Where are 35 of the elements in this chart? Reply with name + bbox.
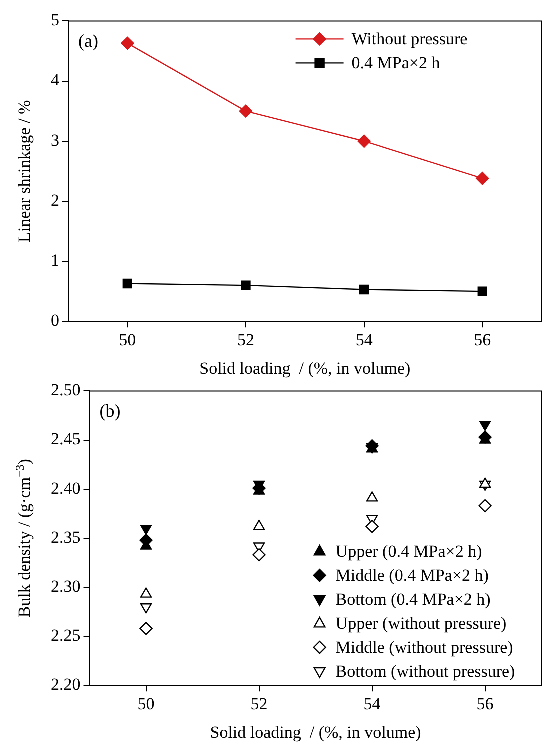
x-tick-label: 54 [356, 330, 374, 350]
y-tick-label: 2.40 [51, 478, 81, 498]
legend-label: Middle (without pressure) [336, 638, 514, 658]
y-tick-label: 4 [51, 70, 60, 90]
legend-label: Bottom (0.4 MPa×2 h) [336, 590, 491, 610]
y-tick-label: 1 [51, 250, 60, 270]
x-tick-label: 52 [250, 694, 268, 714]
legend-label: Upper (without pressure) [336, 614, 507, 634]
x-axis-title: Solid loading / (%, in volume) [200, 359, 411, 378]
y-tick-label: 2.35 [51, 528, 81, 547]
legend-label: Bottom (without pressure) [336, 662, 516, 682]
x-tick-label: 52 [237, 330, 254, 350]
y-axis-title: Bulk density / (g·cm−3) [13, 459, 34, 618]
x-tick-label: 56 [476, 694, 494, 714]
x-tick-label: 56 [474, 330, 492, 350]
y-tick-label: 5 [51, 10, 60, 30]
annotation: (a) [78, 31, 98, 52]
y-axis-title: Linear shrinkage / % [15, 100, 34, 242]
x-tick-label: 50 [119, 330, 136, 350]
legend-label: Upper (0.4 MPa×2 h) [336, 542, 482, 562]
legend-label: 0.4 MPa×2 h [352, 54, 441, 73]
y-tick-label: 0 [51, 311, 60, 330]
x-tick-label: 50 [138, 694, 155, 714]
legend-label: Middle (0.4 MPa×2 h) [336, 566, 489, 586]
y-tick-label: 2.20 [51, 675, 81, 694]
y-tick-label: 2 [51, 190, 60, 210]
x-tick-label: 54 [364, 694, 382, 714]
x-axis-title: Solid loading / (%, in volume) [210, 723, 422, 742]
y-tick-label: 2.30 [51, 576, 81, 596]
annotation: (b) [100, 401, 121, 422]
y-tick-label: 2.25 [51, 626, 81, 645]
y-tick-label: 2.45 [51, 430, 81, 449]
legend-label: Without pressure [352, 30, 468, 49]
y-tick-label: 3 [51, 130, 60, 150]
y-tick-label: 2.50 [51, 380, 81, 400]
